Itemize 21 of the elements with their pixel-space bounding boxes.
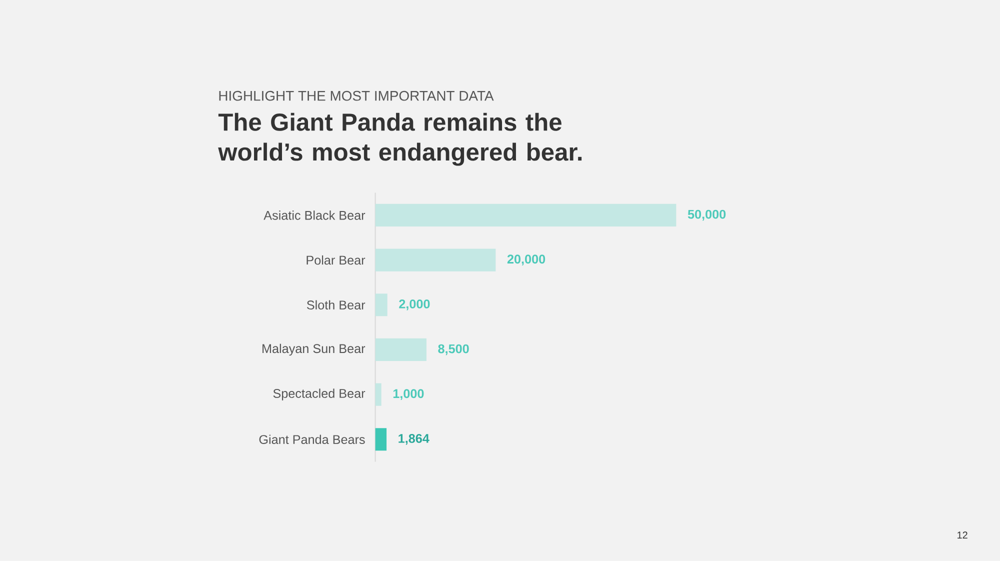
bar [375,248,496,272]
bar [375,204,676,227]
data-label: 20,000 [507,254,546,266]
data-label: 2,000 [399,300,430,310]
y-tick-label: Malayan Sun Bear [262,344,366,356]
y-tick-label: Sloth Bear [306,300,366,310]
text: 12 [958,532,968,539]
chart-subtitle: HIGHLIGHT THE MOST IMPORTANT DATA [219,90,494,101]
y-tick-label: Giant Panda Bears [259,434,365,444]
y-tick-label: Spectacled Bear [273,388,366,400]
data-label: 8,500 [438,344,469,356]
y-tick-label: Polar Bear [306,255,366,265]
bar [375,428,387,451]
data-label: 50,000 [688,210,726,221]
bar [375,383,382,406]
y-tick-label: Asiatic Black Bear [264,210,366,220]
chart-title: The Giant Panda remains the world’s most endangered bear. [218,112,582,166]
bar [375,338,426,362]
data-label: 1,000 [393,389,424,400]
data-label: 1,864 [398,434,430,445]
bar [375,294,388,316]
